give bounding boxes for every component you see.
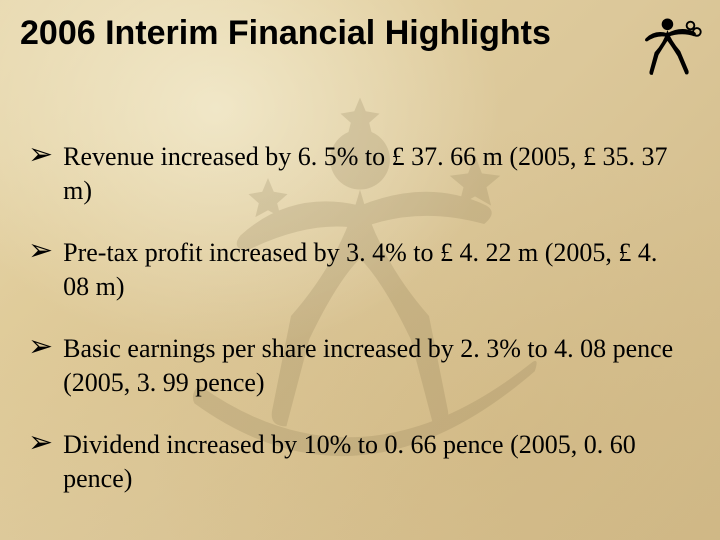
list-item: ➢ Revenue increased by 6. 5% to £ 37. 66…: [28, 140, 680, 208]
dancer-logo-icon: [638, 14, 702, 78]
bullet-text: Basic earnings per share increased by 2.…: [63, 332, 680, 400]
bullet-arrow-icon: ➢: [28, 140, 53, 170]
list-item: ➢ Pre-tax profit increased by 3. 4% to £…: [28, 236, 680, 304]
bullet-arrow-icon: ➢: [28, 236, 53, 266]
bullet-text: Pre-tax profit increased by 3. 4% to £ 4…: [63, 236, 680, 304]
bullet-list: ➢ Revenue increased by 6. 5% to £ 37. 66…: [28, 140, 680, 524]
slide: 2006 Interim Financial Highlights ➢ Reve…: [0, 0, 720, 540]
bullet-text: Revenue increased by 6. 5% to £ 37. 66 m…: [63, 140, 680, 208]
slide-title: 2006 Interim Financial Highlights: [20, 14, 551, 53]
bullet-text: Dividend increased by 10% to 0. 66 pence…: [63, 428, 680, 496]
list-item: ➢ Dividend increased by 10% to 0. 66 pen…: [28, 428, 680, 496]
bullet-arrow-icon: ➢: [28, 428, 53, 458]
bullet-arrow-icon: ➢: [28, 332, 53, 362]
list-item: ➢ Basic earnings per share increased by …: [28, 332, 680, 400]
